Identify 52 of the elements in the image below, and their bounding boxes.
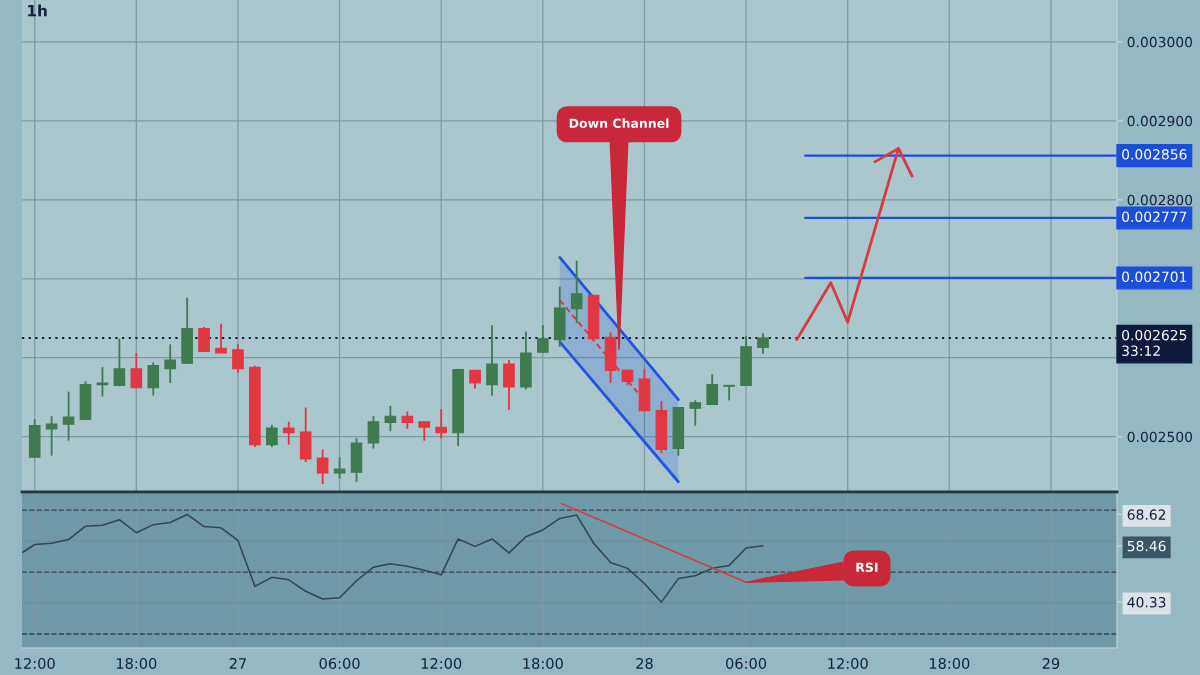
- candlestick: [757, 332, 769, 355]
- x-tick-label: 27: [229, 657, 246, 669]
- candlestick: [164, 343, 177, 384]
- candlestick: [367, 415, 380, 450]
- x-tick-label: 06:00: [319, 657, 360, 670]
- candlestick: [570, 259, 583, 324]
- x-tick-label: 12:00: [421, 657, 462, 670]
- annotation: RSI: [856, 562, 878, 573]
- candlestick: [384, 405, 397, 433]
- candlestick: [503, 359, 515, 411]
- candlestick: [486, 324, 498, 397]
- ref-line-label: 0.002625 33:12: [1122, 329, 1187, 356]
- ref-line-label: 0.002777: [1122, 211, 1187, 222]
- candlestick: [418, 420, 431, 442]
- candlestick: [435, 408, 448, 440]
- ref-line-label: 0.002701: [1122, 271, 1187, 283]
- y-tick-label: 68.62: [1127, 509, 1166, 520]
- candlestick: [45, 415, 58, 457]
- y-tick-label: 0.003000: [1127, 36, 1193, 48]
- y-tick-label: 0.002800: [1127, 194, 1193, 206]
- ref-line-label: 0.002856: [1122, 149, 1187, 160]
- candlestick: [469, 369, 481, 390]
- x-tick-label: 29: [1042, 657, 1060, 670]
- candlestick: [723, 384, 735, 402]
- annotation: Down Channel: [569, 118, 669, 128]
- candlestick: [537, 324, 549, 354]
- x-tick-label: 12:00: [828, 657, 868, 670]
- candlestick: [96, 366, 109, 398]
- candlestick: [130, 352, 143, 389]
- candlestick: [282, 420, 295, 446]
- candlestick: [147, 361, 160, 397]
- candlestick: [198, 326, 210, 353]
- y-tick-label: 58.46: [1127, 540, 1166, 552]
- candlestick: [689, 399, 702, 427]
- x-tick-label: 18:00: [929, 657, 970, 670]
- candlestick: [215, 322, 227, 354]
- y-tick-label: 0.002500: [1127, 431, 1193, 443]
- candlestick: [266, 423, 278, 448]
- candlestick: [62, 390, 75, 442]
- candlestick: [333, 456, 346, 480]
- x-tick-label: 18:00: [116, 657, 157, 670]
- candlestick: [316, 448, 329, 486]
- x-tick-label: 18:00: [523, 657, 563, 670]
- candlestick: [113, 337, 126, 388]
- candlestick: [706, 373, 719, 406]
- x-tick-label: 28: [636, 657, 653, 670]
- y-tick-label: 0.002900: [1127, 115, 1193, 127]
- x-tick-label: 06:00: [726, 657, 767, 670]
- x-tick-label: 12:00: [15, 657, 55, 670]
- y-tick-label: 40.33: [1127, 597, 1166, 608]
- chart-title: 1h: [28, 4, 47, 17]
- candlestick: [232, 343, 244, 374]
